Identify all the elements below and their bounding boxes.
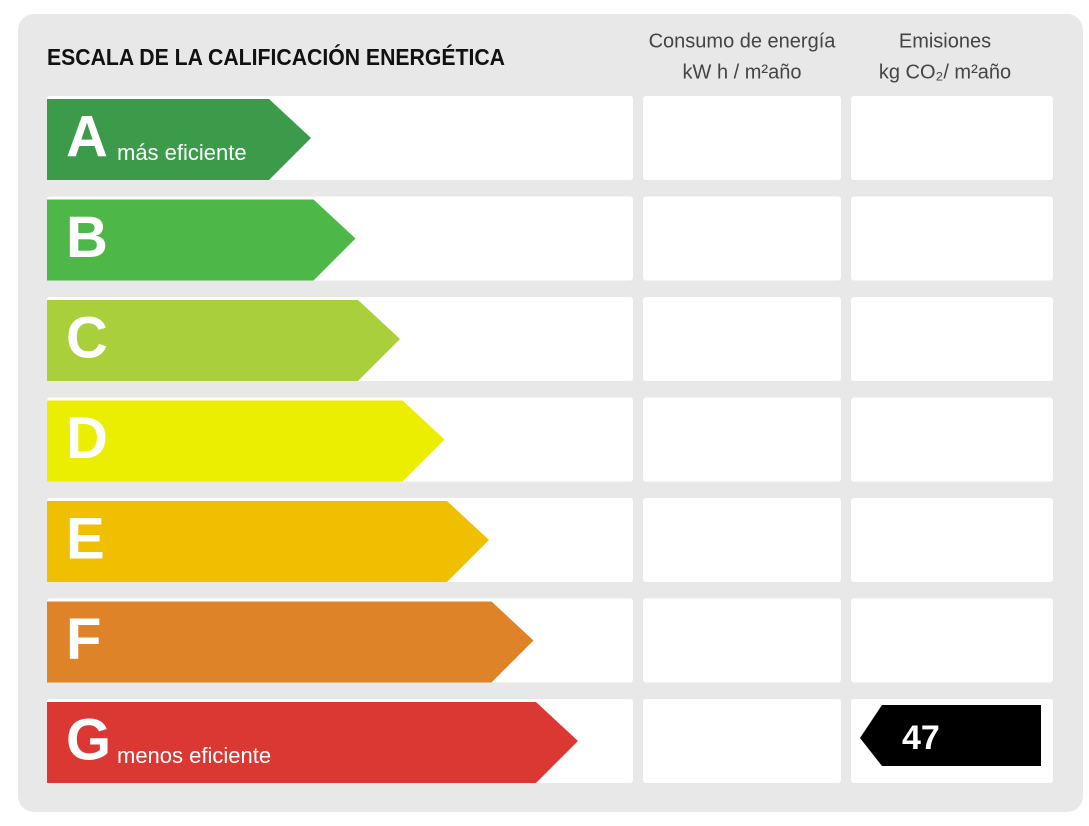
cell — [851, 598, 1053, 683]
cell — [643, 498, 841, 582]
rating-arrow — [47, 400, 445, 482]
cell — [851, 397, 1053, 482]
cell — [851, 498, 1053, 582]
rating-letter: A — [66, 104, 108, 169]
cell — [643, 699, 841, 783]
rating-letter: G — [66, 707, 111, 772]
rating-letter: F — [66, 607, 101, 672]
column-unit: kg CO₂/ m²año — [879, 61, 1011, 83]
rating-badge — [860, 705, 1041, 766]
rating-note: más eficiente — [117, 140, 247, 165]
cell — [643, 297, 841, 381]
rating-arrow — [47, 199, 356, 281]
rating-arrow — [47, 501, 489, 582]
rating-arrow — [47, 99, 311, 180]
column-header: Consumo de energía — [649, 30, 837, 52]
rating-letter: C — [66, 305, 108, 370]
rating-note: menos eficiente — [117, 743, 271, 768]
cell — [851, 196, 1053, 281]
rating-letter: B — [66, 205, 108, 270]
rating-arrow — [47, 300, 400, 381]
rating-letter: D — [66, 406, 108, 471]
title: ESCALA DE LA CALIFICACIÓN ENERGÉTICA — [47, 43, 505, 70]
column-header: Emisiones — [899, 30, 991, 52]
rating-letter: E — [66, 506, 105, 571]
cell — [643, 397, 841, 482]
cell — [643, 196, 841, 281]
cell — [643, 598, 841, 683]
cell — [851, 297, 1053, 381]
column-unit: kW h / m²año — [683, 61, 802, 83]
cell — [643, 96, 841, 180]
rating-arrow — [47, 702, 578, 783]
rating-arrow — [47, 601, 534, 683]
cell — [851, 96, 1053, 180]
emissions-value: 47 — [902, 719, 940, 757]
